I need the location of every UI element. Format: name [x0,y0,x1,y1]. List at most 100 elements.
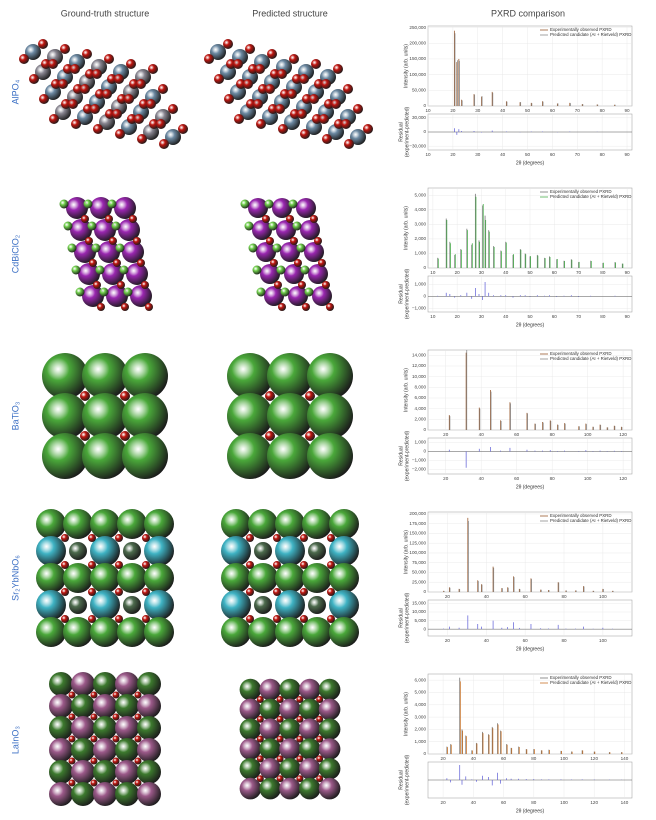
y-tick-label: −1,000 [412,458,427,463]
atom [137,760,161,784]
atom [133,237,141,245]
atom [296,775,304,783]
atom [309,94,319,104]
atom [142,534,150,542]
atom [318,738,341,760]
atom [71,119,81,129]
atom [63,509,93,539]
y-tick-label: 4,000 [415,207,427,212]
y-tick-label: 5,000 [415,690,427,695]
atom [92,69,102,79]
atom [258,84,268,94]
x-tick-label: 80 [600,108,606,113]
atom [327,534,335,542]
atom [262,215,270,223]
atom [296,735,304,743]
atom [49,672,73,696]
atom [126,59,136,69]
atom [93,716,117,740]
atom [59,199,69,209]
atom [66,197,88,219]
atom [48,59,58,69]
x-axis-label: 2θ (degrees) [516,808,545,814]
atom [93,782,117,806]
atom [117,281,125,289]
atom [248,64,258,74]
atom [142,561,150,569]
atom [221,590,251,620]
x-tick-label: 120 [590,756,598,761]
atom [227,393,273,439]
y-axis-label: Residual [398,608,404,627]
atom [94,219,116,241]
atom [39,94,49,104]
atom [61,99,71,109]
atom [267,353,313,399]
y-tick-label: 1,000 [415,282,427,287]
atom [137,738,161,762]
x-tick-label: 40 [484,638,490,643]
atom [305,391,315,401]
atom [227,353,273,399]
atom [112,779,120,787]
atom [93,694,117,718]
y-tick-label: 5,000 [415,192,427,197]
atom [246,588,254,596]
atom [226,59,236,69]
atom [95,265,105,275]
atom [284,264,304,284]
atom [60,44,70,54]
atom [69,596,87,614]
y-tick-label: 3,000 [415,222,427,227]
y-axis-label: (experiment-predicted) [404,107,410,158]
atom [276,220,296,240]
x-tick-label: 80 [531,756,537,761]
atom [122,433,168,479]
atom [233,59,243,69]
atom [168,104,178,114]
atom [318,777,341,800]
x-tick-label: 70 [575,108,581,113]
y-tick-label: 14,000 [412,353,426,358]
atom [239,777,262,800]
atom [259,678,282,701]
y-tick-label: 50,000 [412,570,426,575]
atom [144,536,174,566]
column-header: Predicted structure [252,8,328,18]
atom [318,259,326,267]
atom [78,263,100,285]
row-label: AlPO₄ [10,79,20,104]
atom [327,561,335,569]
atom [214,74,224,84]
x-tick-label: 20 [441,756,447,761]
atom [243,79,253,89]
y-axis-label: Residual [398,284,404,303]
x-tick-label: 60 [552,314,558,319]
plot-frame [427,349,633,431]
atom [276,755,284,763]
atom [102,89,112,99]
x-tick-label: 10 [430,314,436,319]
atom [137,782,161,806]
atom [327,588,335,596]
atom [318,678,341,701]
atom [223,39,233,49]
atom [71,694,95,718]
atom [38,39,48,49]
x-tick-label: 20 [455,270,461,275]
x-tick-label: 80 [600,152,606,157]
atom [324,99,334,109]
plot-frame [427,673,633,755]
atom [270,259,278,267]
atom [259,738,282,760]
atom [288,199,298,209]
atom [287,89,297,99]
atom [270,69,280,79]
x-tick-label: 90 [625,270,631,275]
atom [90,735,98,743]
atom [304,242,324,262]
x-tick-label: 50 [525,152,531,157]
y-axis-label: Intensity (arb. units) [403,368,409,412]
atom [248,198,268,218]
atom [245,44,255,54]
